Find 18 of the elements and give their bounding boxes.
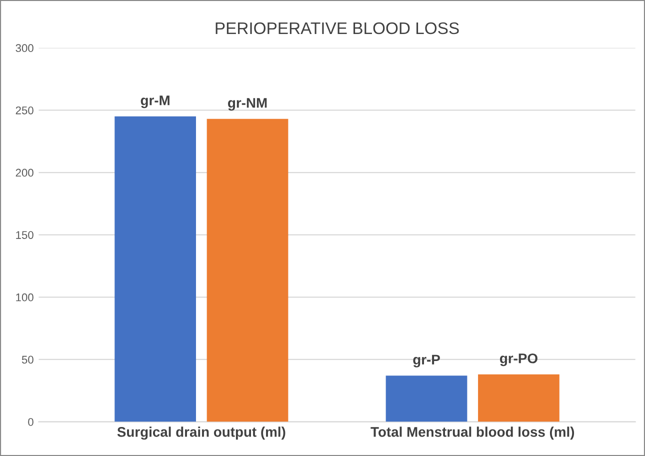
bar: [386, 376, 468, 422]
data-label: gr-NM: [228, 98, 267, 111]
y-tick-label: 250: [16, 106, 34, 114]
data-label: gr-M: [140, 96, 170, 108]
y-tick-label: 100: [16, 293, 34, 302]
data-label: gr-P: [413, 354, 440, 368]
x-tick-label: Surgical drain output (ml): [117, 426, 286, 440]
y-tick-label: 50: [22, 356, 34, 364]
y-tick-label: 200: [16, 168, 34, 177]
data-label: gr-PO: [500, 353, 538, 366]
y-tick-label: 300: [16, 44, 34, 52]
y-tick-label: 0: [28, 418, 34, 426]
chart-title: PERIOPERATIVE BLOOD LOSS: [216, 22, 459, 34]
bar: [114, 116, 196, 422]
x-tick-label: Total Menstrual blood loss (ml): [370, 426, 574, 440]
bar: [478, 374, 560, 422]
bar: [206, 118, 288, 422]
y-tick-label: 150: [16, 231, 34, 239]
